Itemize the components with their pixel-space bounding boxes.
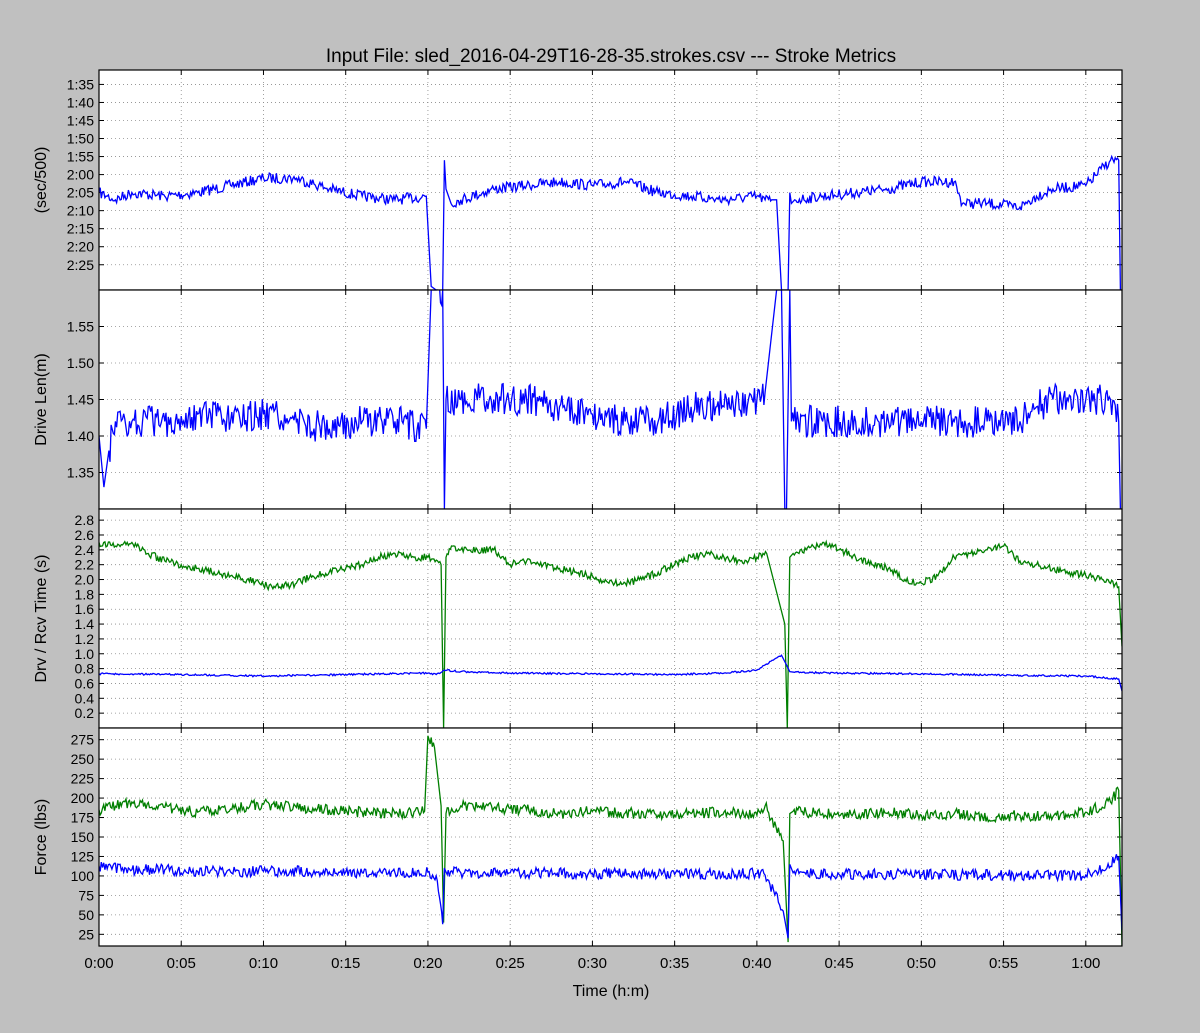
series-line-2 bbox=[99, 854, 1122, 939]
x-tick-label: 0:20 bbox=[413, 955, 442, 972]
x-tick-label: 0:30 bbox=[578, 955, 607, 972]
y-tick-label: 250 bbox=[71, 751, 95, 767]
plot-area bbox=[99, 728, 1122, 946]
y-tick-label: 1:35 bbox=[67, 76, 94, 92]
y-tick-label: 0.4 bbox=[75, 690, 95, 706]
panel-1: 1:35 1:40 1:45 1:50 1:55 2:00 2:05 2:10 2:15 2:20… bbox=[33, 69, 1123, 291]
y-tick-label: 75 bbox=[78, 887, 94, 903]
plot-frame bbox=[98, 727, 1123, 947]
y-tick-label: 2:00 bbox=[67, 167, 94, 183]
y-tick-label: 1.2 bbox=[75, 631, 95, 647]
x-axis: 0:00 0:05 0:10 0:15 0:20 0:25 0:30 0:35 0:40 0:45… bbox=[84, 955, 1100, 972]
series-line-1 bbox=[99, 539, 1122, 728]
y-tick-label: 2.2 bbox=[75, 557, 95, 573]
panel-3: 0.20.40.60.81.01.21.41.61.82.02.22.42.62… bbox=[33, 508, 1123, 729]
x-tick-label: 0:55 bbox=[989, 955, 1018, 972]
y-tick-label: 200 bbox=[71, 790, 95, 806]
y-tick-label: 2:20 bbox=[67, 239, 94, 255]
x-tick-label: 0:35 bbox=[660, 955, 689, 972]
x-tick-label: 0:40 bbox=[742, 955, 771, 972]
y-tick-label: 1:55 bbox=[67, 149, 94, 165]
x-tick-label: 0:25 bbox=[496, 955, 525, 972]
y-tick-label: 50 bbox=[78, 907, 94, 923]
y-tick-label: 275 bbox=[71, 732, 95, 748]
plot-area bbox=[99, 509, 1122, 728]
y-tick-label: 2.8 bbox=[75, 512, 95, 528]
y-tick-label: 125 bbox=[71, 848, 95, 864]
figure-title: Input File: sled_2016-04-29T16-28-35.str… bbox=[326, 46, 896, 67]
y-tick-label: 1.50 bbox=[67, 355, 94, 371]
x-axis-label: Time (h:m) bbox=[573, 983, 650, 1000]
y-tick-label: 1.40 bbox=[67, 428, 94, 444]
y-tick-label: 225 bbox=[71, 771, 95, 787]
y-axis-label: Drive Len(m) bbox=[33, 353, 50, 445]
y-tick-label: 1:45 bbox=[67, 112, 94, 128]
y-tick-label: 0.2 bbox=[75, 705, 95, 721]
x-tick-label: 0:00 bbox=[84, 955, 113, 972]
y-axis-label: Drv / Rcv Time (s) bbox=[33, 555, 50, 683]
y-axis-label: (sec/500) bbox=[33, 147, 50, 214]
y-tick-label: 1.0 bbox=[75, 646, 95, 662]
y-tick-label: 1.45 bbox=[67, 392, 94, 408]
x-tick-label: 0:50 bbox=[907, 955, 936, 972]
y-tick-label: 100 bbox=[71, 868, 95, 884]
series-line-1 bbox=[99, 154, 1122, 290]
y-tick-label: 1.55 bbox=[67, 319, 94, 335]
y-tick-label: 25 bbox=[78, 926, 94, 942]
series-line-2 bbox=[99, 654, 1122, 692]
x-tick-label: 0:10 bbox=[249, 955, 278, 972]
x-tick-label: 0:15 bbox=[331, 955, 360, 972]
y-tick-label: 150 bbox=[71, 829, 95, 845]
y-tick-label: 2.6 bbox=[75, 527, 95, 543]
panels: 1:35 1:40 1:45 1:50 1:55 2:00 2:05 2:10 2:15 2:20… bbox=[33, 69, 1123, 947]
y-axis-label: Force (lbs) bbox=[33, 799, 50, 875]
y-tick-label: 2.0 bbox=[75, 572, 95, 588]
y-tick-label: 2:10 bbox=[67, 203, 94, 219]
x-tick-label: 0:05 bbox=[167, 955, 196, 972]
y-tick-label: 1.35 bbox=[67, 465, 94, 481]
y-tick-label: 2.4 bbox=[75, 542, 95, 558]
y-tick-label: 1.4 bbox=[75, 616, 95, 632]
y-tick-label: 2:25 bbox=[67, 257, 94, 273]
panel-2: 1.35 1.40 1.45 1.50 1.55 Drive Len(m) bbox=[33, 289, 1123, 510]
y-tick-label: 175 bbox=[71, 810, 95, 826]
series-line-1 bbox=[99, 735, 1122, 946]
y-tick-label: 2:05 bbox=[67, 185, 94, 201]
y-tick-label: 1.6 bbox=[75, 601, 95, 617]
plot-area bbox=[99, 290, 1122, 509]
y-tick-label: 2:15 bbox=[67, 221, 94, 237]
y-tick-label: 0.6 bbox=[75, 675, 95, 691]
y-tick-label: 1:50 bbox=[67, 131, 94, 147]
x-tick-label: 1:00 bbox=[1071, 955, 1100, 972]
series-line-1 bbox=[99, 290, 1122, 509]
y-tick-label: 1:40 bbox=[67, 94, 94, 110]
y-tick-label: 1.8 bbox=[75, 586, 95, 602]
x-tick-label: 0:45 bbox=[825, 955, 854, 972]
y-tick-label: 0.8 bbox=[75, 661, 95, 677]
panel-4: 25 50 75 100 125 150 175 200 225 250 275 Force (lbs… bbox=[33, 727, 1123, 947]
